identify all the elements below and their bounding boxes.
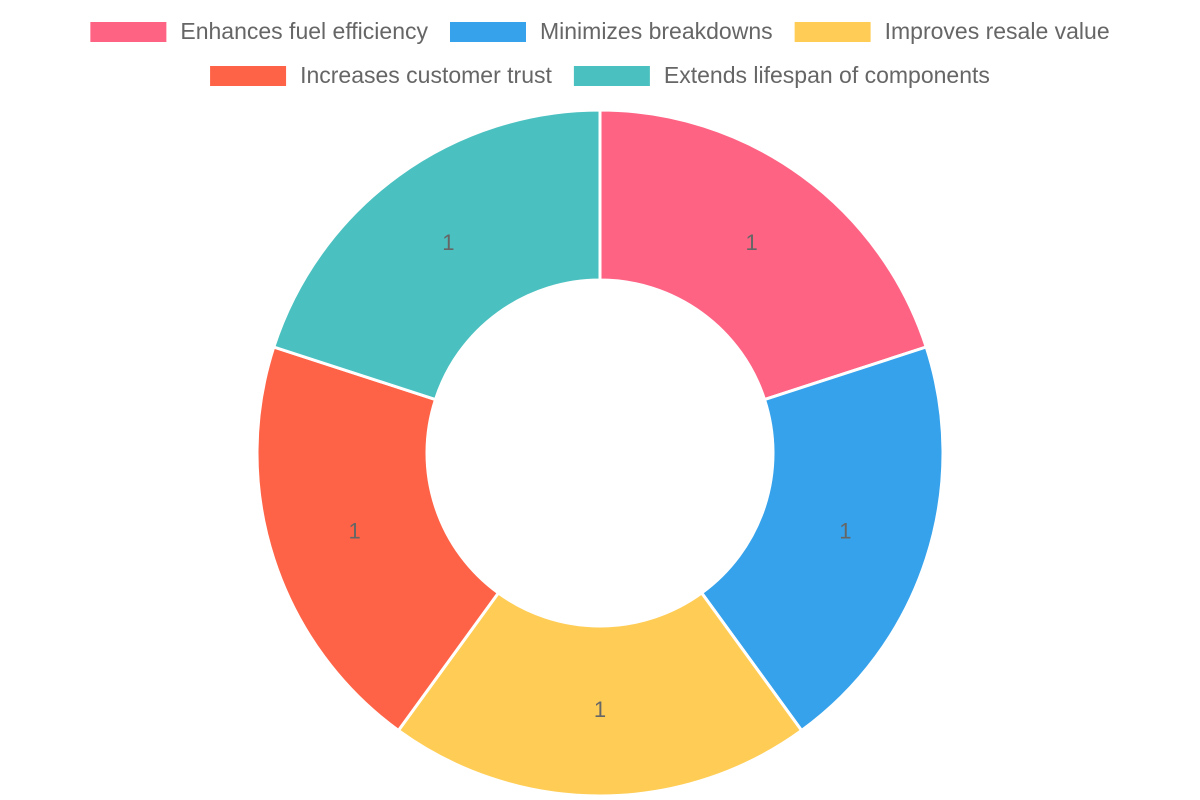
slice <box>255 345 501 733</box>
legend-label: Improves resale value <box>885 18 1110 44</box>
legend-item: Extends lifespan of components <box>573 62 990 88</box>
slice-label: 1 <box>594 697 606 722</box>
legend-label: Extends lifespan of components <box>664 62 990 88</box>
legend-label: Enhances fuel efficiency <box>180 18 428 44</box>
legend-swatch <box>90 22 167 42</box>
slice <box>396 590 804 798</box>
legend-label: Increases customer trust <box>300 62 552 88</box>
legend-item: Increases customer trust <box>210 62 552 88</box>
legend-swatch <box>794 22 871 42</box>
slice-label: 1 <box>442 230 454 255</box>
legend-item: Improves resale value <box>794 18 1110 44</box>
slice-label: 1 <box>839 519 851 544</box>
legend-item: Enhances fuel efficiency <box>90 18 428 44</box>
slice <box>271 108 602 402</box>
slice-label: 1 <box>349 519 361 544</box>
legend-swatch <box>573 66 650 86</box>
legend-label: Minimizes breakdowns <box>540 18 773 44</box>
slice <box>598 108 929 402</box>
slice-label: 1 <box>746 230 758 255</box>
legend-swatch <box>210 66 287 86</box>
legend-item: Minimizes breakdowns <box>449 18 773 44</box>
slice <box>699 345 945 733</box>
legend-swatch <box>449 22 526 42</box>
